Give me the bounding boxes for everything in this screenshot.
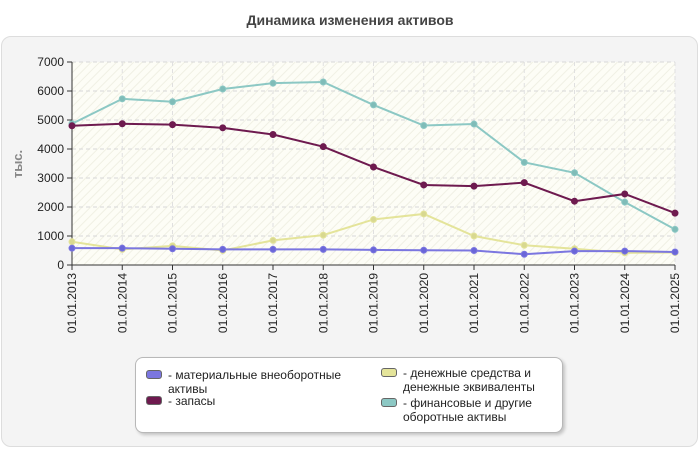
data-point-3-10: [571, 169, 578, 177]
data-point-0-7: [420, 246, 428, 254]
x-tick-label: 01.01.2022: [517, 273, 531, 333]
data-point-0-1: [118, 244, 126, 252]
y-tick-label: 6000: [37, 84, 64, 98]
data-point-0-4: [269, 245, 277, 253]
data-point-1-5: [319, 231, 327, 239]
x-tick-label: 01.01.2021: [467, 273, 481, 333]
data-point-3-9: [520, 158, 528, 166]
y-tick-label: 1000: [37, 229, 64, 243]
y-tick-label: 2000: [37, 200, 64, 214]
data-point-0-5: [319, 245, 327, 253]
data-point-2-11: [621, 190, 629, 198]
x-tick-label: 01.01.2016: [216, 273, 230, 333]
legend-label: - запасы: [168, 394, 216, 408]
data-point-0-9: [520, 250, 528, 258]
data-point-1-0: [68, 238, 76, 246]
data-point-2-7: [420, 181, 428, 189]
chart-title: Динамика изменения активов: [246, 12, 454, 28]
legend-label: - финансовые и другие оборотные активы: [403, 396, 532, 424]
data-point-1-9: [520, 241, 528, 249]
data-point-0-0: [68, 244, 76, 252]
legend-swatch-financial-assets: [381, 398, 397, 407]
data-point-0-6: [370, 246, 377, 254]
data-point-0-2: [169, 245, 176, 253]
data-point-3-12: [671, 225, 679, 233]
data-point-2-3: [219, 124, 227, 132]
chart-legend: - материальные внеоборотные активы - зап…: [135, 357, 563, 433]
data-point-3-4: [269, 79, 277, 87]
data-point-2-4: [269, 131, 277, 138]
legend-swatch-material-assets: [146, 370, 162, 379]
data-point-1-8: [470, 232, 478, 240]
data-point-3-3: [219, 85, 227, 93]
y-axis-label: тыс.: [10, 150, 25, 178]
data-point-2-6: [370, 163, 377, 171]
x-tick-label: 01.01.2014: [115, 273, 129, 333]
data-point-0-3: [219, 245, 227, 253]
y-tick-label: 3000: [37, 171, 64, 185]
data-point-3-1: [118, 95, 126, 103]
data-point-1-6: [370, 215, 377, 223]
y-tick-label: 4000: [37, 142, 64, 156]
data-point-1-7: [420, 210, 428, 218]
x-tick-label: 01.01.2020: [417, 273, 431, 333]
data-point-3-6: [370, 101, 377, 109]
x-tick-label: 01.01.2018: [316, 273, 330, 333]
data-point-0-12: [671, 248, 679, 256]
x-tick-label: 01.01.2024: [618, 273, 632, 333]
y-tick-label: 0: [57, 258, 64, 272]
y-tick-label: 7000: [37, 55, 64, 69]
x-tick-label: 01.01.2019: [367, 273, 381, 333]
data-point-3-7: [420, 122, 428, 130]
x-tick-label: 01.01.2015: [166, 273, 180, 333]
x-tick-label: 01.01.2023: [568, 273, 582, 333]
x-tick-label: 01.01.2013: [65, 273, 79, 333]
legend-label: - материальные внеоборотные активы: [168, 368, 341, 396]
data-point-2-2: [169, 121, 176, 129]
data-point-3-11: [621, 198, 629, 206]
legend-swatch-cash: [381, 368, 397, 377]
data-point-2-10: [571, 197, 578, 205]
data-point-1-4: [269, 236, 277, 244]
data-point-3-8: [470, 120, 478, 128]
data-point-2-8: [470, 182, 478, 190]
y-tick-label: 5000: [37, 113, 64, 127]
data-point-0-10: [571, 247, 578, 255]
data-point-2-12: [671, 209, 679, 217]
data-point-0-11: [621, 247, 629, 255]
x-tick-label: 01.01.2025: [668, 273, 682, 333]
data-point-2-0: [68, 122, 76, 130]
data-point-3-5: [319, 78, 327, 86]
data-point-0-8: [470, 247, 478, 254]
legend-label: - денежные средства и денежные эквивален…: [403, 366, 535, 394]
data-point-2-5: [319, 143, 327, 151]
data-point-2-1: [118, 120, 126, 128]
legend-swatch-inventory: [146, 396, 162, 405]
data-point-3-2: [169, 98, 176, 106]
x-tick-label: 01.01.2017: [266, 273, 280, 333]
data-point-2-9: [520, 179, 528, 187]
